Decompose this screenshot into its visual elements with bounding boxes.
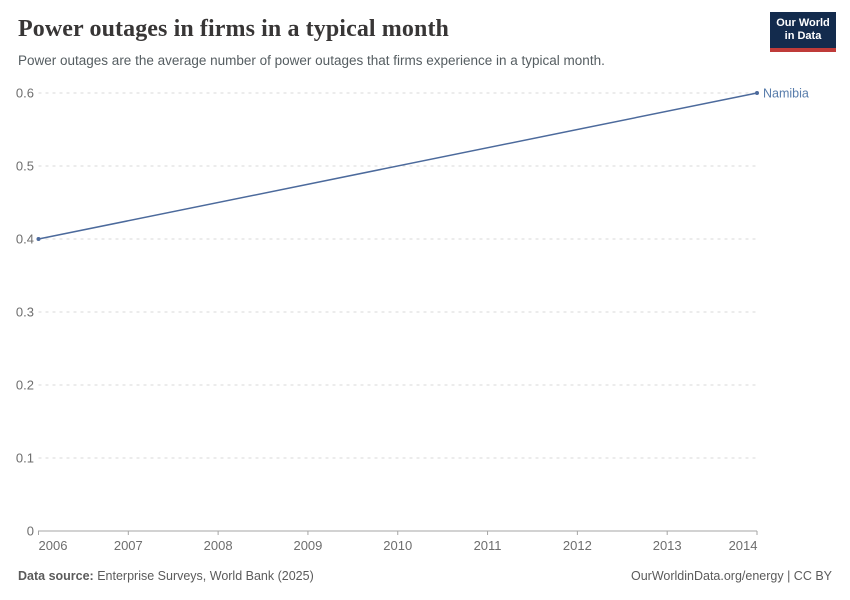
- x-axis-tick-label: 2013: [653, 538, 682, 553]
- chart-footer: Data source: Enterprise Surveys, World B…: [18, 569, 832, 583]
- x-axis-tick-label: 2010: [383, 538, 412, 553]
- page-title: Power outages in firms in a typical mont…: [18, 16, 449, 42]
- x-axis-tick-label: 2014: [729, 538, 758, 553]
- owid-logo-line2: in Data: [784, 30, 822, 42]
- x-axis-tick-label: 2008: [204, 538, 233, 553]
- owid-logo-line1: Our World: [776, 17, 830, 29]
- x-axis-tick-label: 2007: [114, 538, 143, 553]
- series-line-namibia[interactable]: [38, 92, 758, 240]
- data-source-text: Enterprise Surveys, World Bank (2025): [93, 569, 314, 583]
- owid-logo[interactable]: Our World in Data: [770, 12, 836, 52]
- series-start-dot: [36, 237, 41, 241]
- series-label-namibia[interactable]: Namibia: [763, 87, 809, 101]
- y-axis-tick-label: 0.5: [16, 159, 34, 174]
- x-axis-tick-label: 2009: [293, 538, 322, 553]
- y-axis-tick-label: 0.2: [16, 378, 34, 393]
- owid-url-license[interactable]: OurWorldinData.org/energy | CC BY: [630, 569, 832, 583]
- y-axis-tick-label: 0.4: [16, 232, 34, 247]
- y-axis-tick-label: 0: [27, 524, 34, 539]
- chart-subtitle: Power outages are the average number of …: [18, 53, 605, 68]
- x-axis-tick-label: 2011: [474, 538, 502, 553]
- y-axis-tick-label: 0.6: [16, 86, 34, 101]
- series-end-dot: [755, 91, 759, 95]
- x-axis-tick-label: 2012: [563, 538, 592, 553]
- y-axis-tick-label: 0.1: [16, 451, 34, 466]
- data-source-label: Data source:: [18, 569, 94, 583]
- data-source-note: Data source: Enterprise Surveys, World B…: [18, 569, 314, 583]
- y-axis-tick-label: 0.3: [16, 305, 34, 320]
- x-axis-tick-label: 2006: [39, 538, 68, 553]
